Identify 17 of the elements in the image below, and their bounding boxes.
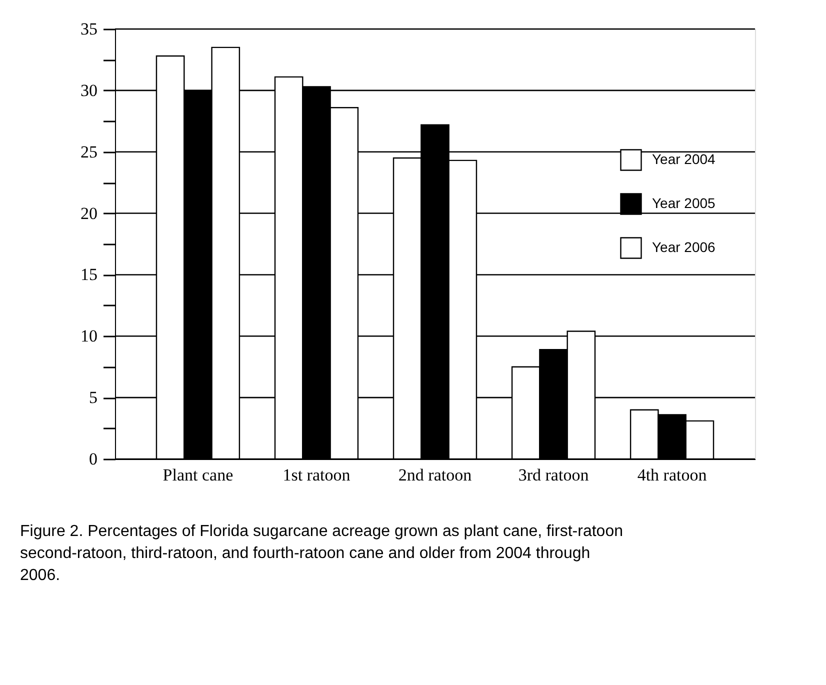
y-tick-label: 25 xyxy=(80,142,98,162)
x-tick-label: 3rd ratoon xyxy=(518,466,590,484)
y-tick-label: 20 xyxy=(80,204,98,223)
x-tick-label: 1st ratoon xyxy=(282,466,351,484)
y-tick-label: 35 xyxy=(80,20,98,38)
y-tick-label: 15 xyxy=(80,265,98,284)
legend-label: Year 2005 xyxy=(652,195,716,211)
legend-label: Year 2006 xyxy=(652,239,716,255)
x-tick-label: Plant cane xyxy=(162,466,234,484)
y-tick-label: 0 xyxy=(89,450,98,468)
x-tick-label: 2nd ratoon xyxy=(398,466,472,484)
x-tick-label: 4th ratoon xyxy=(637,466,708,484)
caption: Figure 2. Percentages of Florida sugarcane acreage grown as plant cane, first-ratoon second-ratoon, third-ratoon, and fourth-ratoon cane and older from 2004 through 2006. xyxy=(20,523,623,584)
y-tick-label: 5 xyxy=(89,388,98,408)
legend-label: Year 2004 xyxy=(652,151,716,167)
y-tick-label: 30 xyxy=(80,80,98,100)
y-tick-label: 10 xyxy=(80,326,98,346)
